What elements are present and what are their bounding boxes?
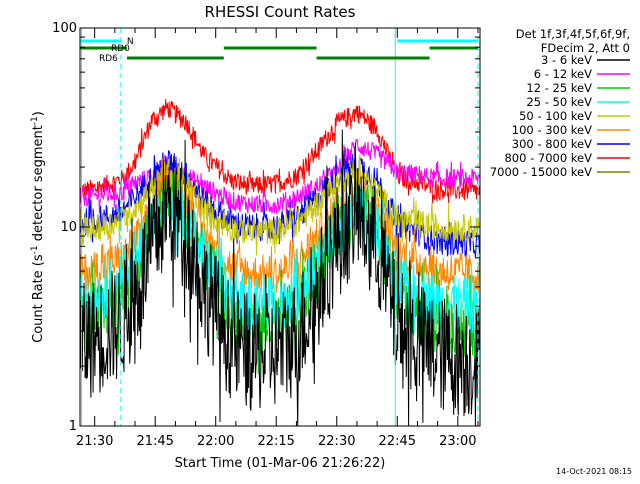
- chart-title: RHESSI Count Rates: [205, 3, 356, 21]
- series-line-0: [79, 129, 481, 427]
- decimation-label-0: RD0: [111, 44, 130, 54]
- x-tick-label-3: 22:15: [257, 434, 294, 449]
- y-axis-label-exp: -1: [30, 245, 40, 254]
- y-tick-label-1: 10: [60, 220, 77, 235]
- x-tick-label-1: 21:45: [136, 434, 173, 449]
- attenuator-label-0: N: [127, 37, 134, 47]
- y-axis: 1 10 100: [52, 21, 480, 434]
- legend-entry-4: 50 - 100 keV: [519, 109, 592, 123]
- legend-entry-5: 100 - 300 keV: [512, 123, 592, 137]
- y-tick-label-0: 1: [69, 419, 77, 434]
- y-axis-label-exp2: -1: [30, 116, 40, 125]
- x-axis-label: Start Time (01-Mar-06 21:26:22): [175, 456, 386, 471]
- legend-entry-1: 6 - 12 keV: [534, 67, 592, 81]
- legend-entry-6: 300 - 800 keV: [512, 137, 592, 151]
- footer-timestamp: 14-Oct-2021 08:15: [556, 467, 632, 476]
- y-tick-label-2: 100: [52, 21, 77, 36]
- x-tick-label-6: 23:00: [439, 434, 476, 449]
- series-line-4: [79, 154, 481, 256]
- y-axis-label: Count Rate (s-1 detector segment-1): [30, 111, 46, 343]
- x-tick-label-0: 21:30: [76, 434, 113, 449]
- x-tick-label-4: 22:30: [318, 434, 355, 449]
- series-lines: [79, 99, 481, 427]
- legend: Det 1f,3f,4f,5f,6f,9f, FDecim 2, Att 0 3…: [490, 27, 630, 179]
- legend-header-line-2: FDecim 2, Att 0: [541, 41, 630, 55]
- legend-entry-0: 3 - 6 keV: [541, 53, 592, 67]
- y-axis-label-tail: detector segment: [31, 125, 46, 245]
- legend-header-line-1: Det 1f,3f,4f,5f,6f,9f,: [516, 27, 630, 41]
- legend-entry-2: 12 - 25 keV: [526, 81, 592, 95]
- x-axis: 21:30 21:45 22:00 22:15 22:30 22:45 23:00: [76, 28, 479, 449]
- x-tick-label-2: 22:00: [197, 434, 234, 449]
- y-axis-label-main: Count Rate (s: [31, 254, 46, 343]
- series-line-1: [79, 139, 481, 217]
- x-tick-label-5: 22:45: [379, 434, 416, 449]
- legend-entry-7: 800 - 7000 keV: [504, 151, 592, 165]
- legend-entry-8: 7000 - 15000 keV: [490, 165, 592, 179]
- legend-entry-3: 25 - 50 keV: [526, 95, 592, 109]
- decimation-label-1: RD6: [99, 54, 118, 64]
- y-axis-label-close: ): [31, 111, 46, 116]
